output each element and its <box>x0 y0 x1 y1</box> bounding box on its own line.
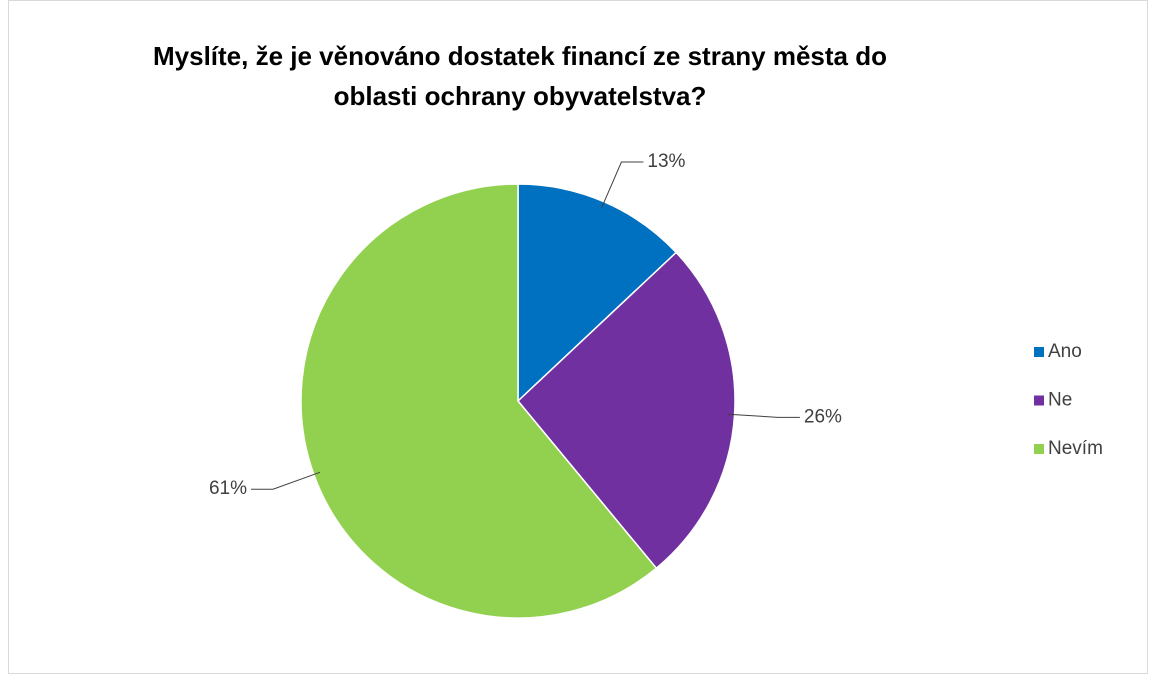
legend-swatch <box>1034 444 1044 454</box>
legend-swatch <box>1034 347 1044 357</box>
chart-title: Myslíte, že je věnováno dostatek financí… <box>152 41 888 111</box>
leader-line <box>250 471 321 490</box>
legend-swatch <box>1034 395 1044 406</box>
data-label: 13% <box>647 151 685 172</box>
leader-line <box>728 413 800 418</box>
leader-line <box>601 161 644 209</box>
legend-label: Ne <box>1048 390 1072 411</box>
legend-label: Ano <box>1048 341 1082 362</box>
legend-label: Nevím <box>1048 438 1103 459</box>
chart-frame <box>8 0 1148 674</box>
data-label: 26% <box>804 406 842 427</box>
data-label: 61% <box>209 478 247 499</box>
